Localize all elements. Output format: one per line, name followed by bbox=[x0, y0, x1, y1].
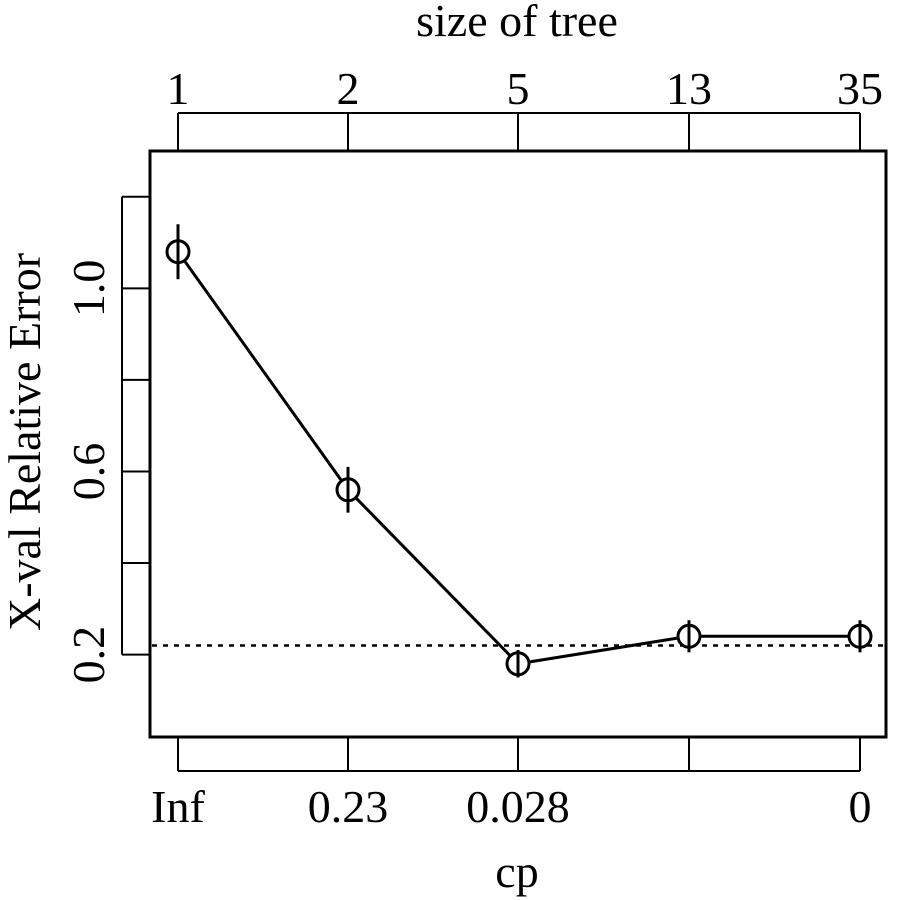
bottom-tick-label: 0 bbox=[849, 781, 872, 832]
bottom-tick-label: 0.028 bbox=[466, 781, 570, 832]
top-axis-title: size of tree bbox=[416, 0, 618, 46]
top-tick-label: 2 bbox=[337, 63, 360, 114]
y-tick-label: 0.2 bbox=[63, 626, 114, 684]
bottom-tick-label: 0.23 bbox=[308, 781, 389, 832]
y-tick-label: 0.6 bbox=[63, 443, 114, 501]
series-line bbox=[176, 250, 860, 666]
axes-layer: 1 2 5 13 35 Inf 0.23 0.028 0 0.2 0.6 1.0 bbox=[63, 63, 883, 832]
plot-frame bbox=[148, 149, 888, 739]
bottom-tick-label: Inf bbox=[151, 781, 205, 832]
top-tick-label: 35 bbox=[837, 63, 883, 114]
top-tick-label: 13 bbox=[666, 63, 712, 114]
top-tick-label: 1 bbox=[167, 63, 190, 114]
top-tick-label: 5 bbox=[507, 63, 530, 114]
x-axis-title: cp bbox=[495, 846, 538, 897]
y-tick-label: 1.0 bbox=[63, 260, 114, 318]
y-axis-title: X-val Relative Error bbox=[0, 253, 50, 631]
marks-layer bbox=[152, 224, 884, 678]
